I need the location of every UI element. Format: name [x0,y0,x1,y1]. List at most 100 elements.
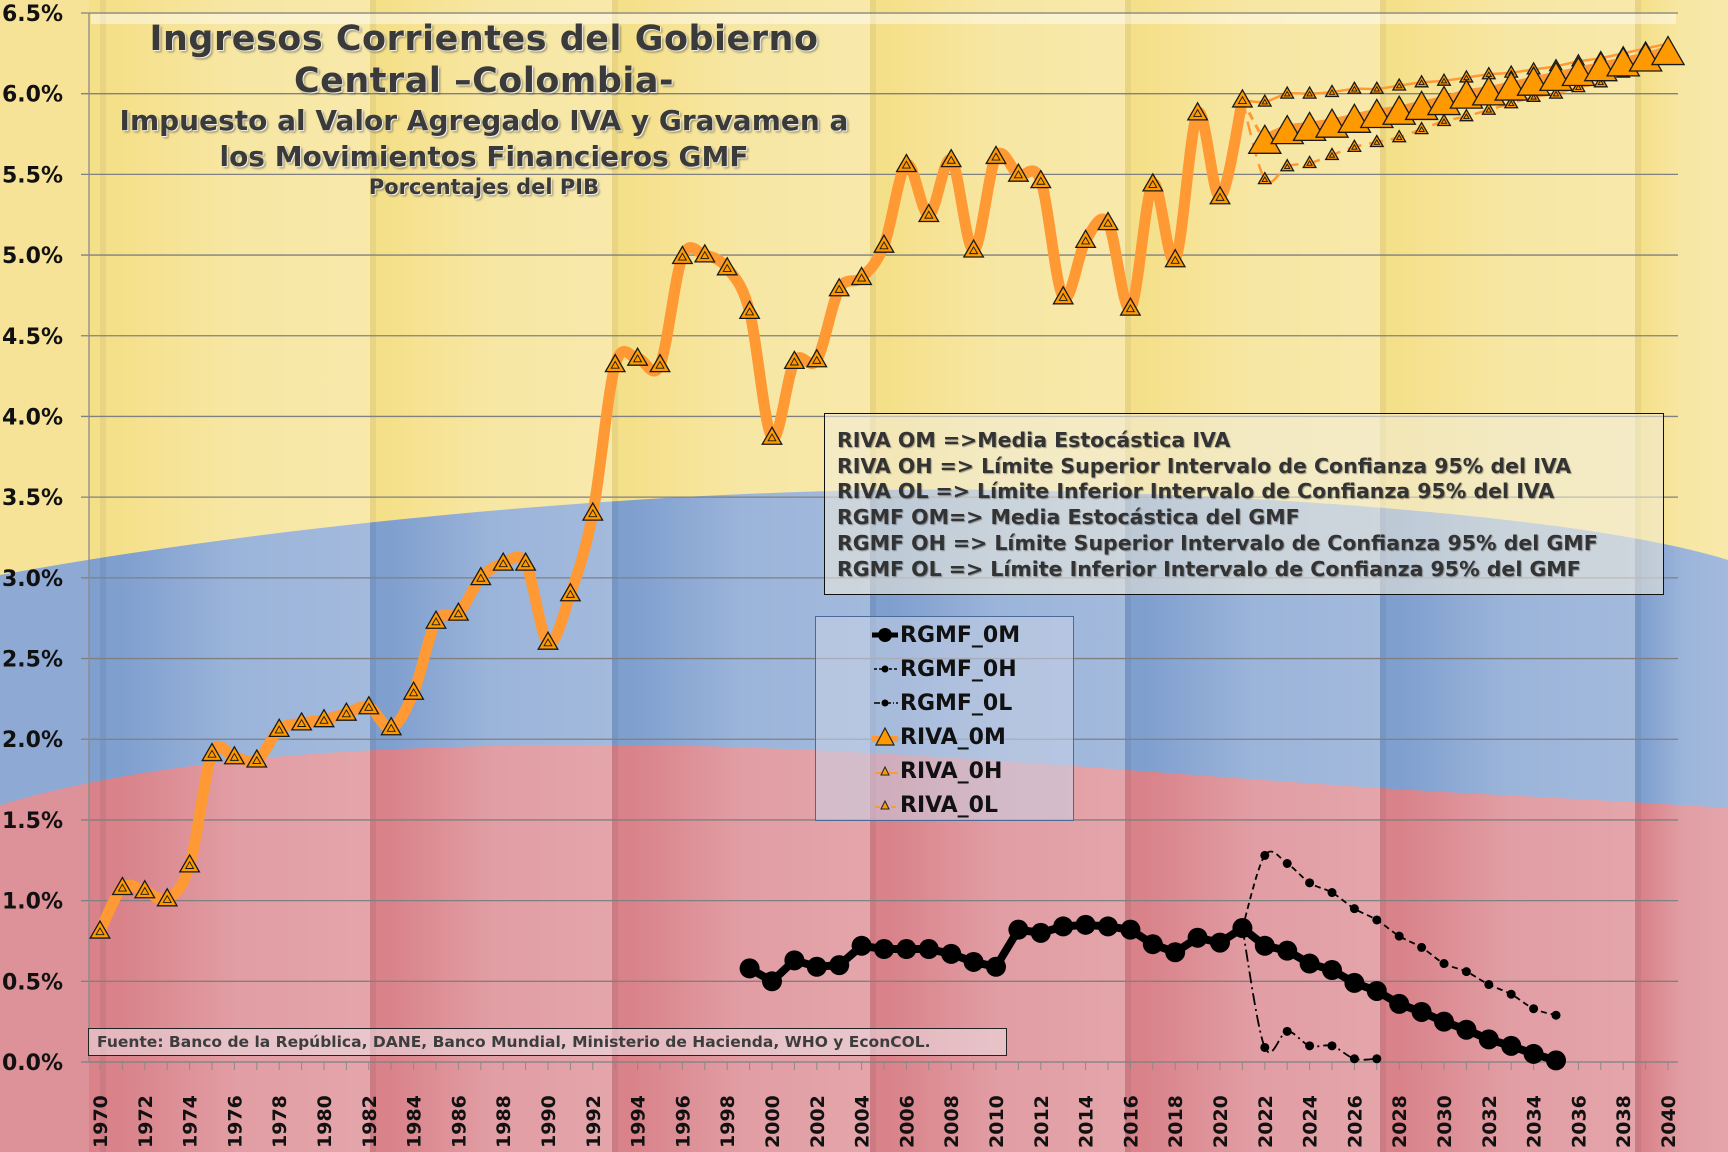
data-point [1052,285,1075,305]
y-tick-label: 3.0% [2,567,63,592]
data-point [1548,85,1564,99]
data-point [1436,113,1452,127]
data-point-inner [879,241,889,250]
note-riva-om: RIVA OM =>Media Estocástica IVA [837,428,1231,452]
data-point-inner [655,360,665,369]
data-point [962,238,985,258]
data-point [873,233,895,253]
data-point [1279,85,1295,99]
data-point-inner [789,357,800,366]
data-point [1461,967,1471,977]
legend-symbol-triangle-small-dashed-icon [875,799,898,810]
x-tick-label: 2034 [1524,1095,1546,1148]
data-point [1257,171,1273,185]
data-point [895,153,918,173]
x-tick-label: 2036 [1568,1095,1590,1148]
data-point-inner [1485,106,1493,113]
data-point [1277,940,1298,961]
data-point [1481,101,1497,115]
data-point [380,716,403,736]
note-riva-ol: RIVA OL => Límite Inferior Intervalo de … [837,479,1555,504]
note-rgmf-om: RGMF OM=> Media Estocástica del GMF [837,505,1300,530]
data-point [1369,80,1385,94]
x-tick-label: 1980 [314,1095,336,1148]
data-point-inner [1215,192,1225,201]
data-point-inner [319,715,329,724]
data-point [1417,942,1427,952]
axis-margin [0,0,89,1152]
data-point [1209,185,1231,205]
data-point [1506,989,1516,999]
series-riva-0m [89,35,1686,939]
data-point-inner [1283,90,1291,97]
data-point [1503,95,1519,109]
data-point [492,551,515,571]
data-point [716,256,739,276]
data-point [1254,935,1275,956]
data-point-inner [252,755,262,765]
data-point [469,566,492,586]
data-point [805,348,828,368]
data-point-inner [543,638,553,647]
data-point-inner [386,723,396,732]
x-tick-label: 2022 [1255,1095,1277,1148]
x-tick-label: 1988 [493,1095,515,1148]
data-point [1389,993,1410,1014]
title-line-1: Ingresos Corrientes del Gobierno [149,19,819,59]
background-stripe [100,0,370,1152]
background-stripe-edge [370,0,376,1152]
units-label: Porcentajes del PIB [368,175,600,199]
data-point-inner [1328,151,1336,158]
data-point [671,245,694,265]
data-point [918,939,939,960]
data-point [1546,1050,1566,1071]
data-point [1346,80,1362,94]
title-line-2: Central –Colombia- [293,61,675,101]
x-tick-label: 2024 [1300,1095,1322,1148]
data-point-inner [274,725,284,734]
y-tick-label: 1.0% [2,890,63,915]
data-point [1008,919,1029,940]
data-point-inner [341,709,352,718]
data-point-inner [767,433,777,442]
data-point [1074,229,1097,249]
legend-item-riva-0m: RIVA_0M [872,722,1006,752]
data-point-inner [1597,79,1605,86]
data-point [1372,1054,1382,1064]
data-point [1260,1042,1270,1052]
data-point [1501,1035,1522,1056]
data-point [941,943,962,964]
data-point [917,203,940,223]
data-point-inner [1351,85,1358,92]
legend-label: RIVA_0M [900,724,1006,750]
data-point [1484,980,1494,990]
data-point [1439,959,1449,969]
x-tick-label: 2006 [896,1095,918,1148]
data-point-inner [1237,95,1248,104]
data-point-inner [1306,159,1313,166]
data-point-inner [1373,85,1381,92]
data-point [762,971,782,992]
legend-label: RGMF_0H [900,656,1017,682]
data-point-inner [1192,108,1203,117]
data-point-inner [1261,98,1269,105]
x-tick-label: 1982 [359,1095,381,1148]
data-point [1394,931,1404,941]
data-point [1075,914,1096,935]
data-point [111,876,134,896]
data-point [1344,972,1365,993]
data-point [1257,93,1273,107]
data-point [268,718,291,737]
legend-label: RGMF_0M [900,622,1021,648]
legend-label: RIVA_0H [900,758,1003,784]
y-tick-label: 0.0% [2,1051,63,1076]
x-tick-label: 1996 [672,1095,694,1148]
data-point-inner [453,609,464,618]
data-point [985,145,1007,165]
data-point [245,748,268,768]
data-point-inner [95,926,105,936]
legend-item-rgmf-0h: RGMF_0H [872,654,1017,684]
x-tick-label: 2004 [852,1095,874,1148]
data-point-inner [1395,82,1403,89]
data-point [1436,72,1452,86]
